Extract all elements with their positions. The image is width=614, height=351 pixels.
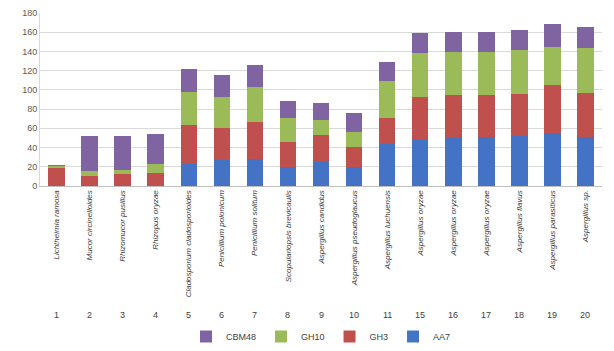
svg-text:160: 160 [22,27,37,37]
svg-text:40: 40 [27,143,37,153]
svg-text:20: 20 [580,310,590,320]
svg-text:Aspergillus candidus: Aspergillus candidus [317,190,326,264]
svg-text:5: 5 [186,310,191,320]
svg-text:Scopulariopsis brevicaulis: Scopulariopsis brevicaulis [284,190,293,282]
svg-text:Aspergillus oryzae: Aspergillus oryzae [449,190,458,257]
svg-text:Aspergillus pseudoglaucus: Aspergillus pseudoglaucus [350,190,359,286]
svg-text:19: 19 [547,310,557,320]
svg-text:80: 80 [27,104,37,114]
svg-text:Aspergillus oryzae: Aspergillus oryzae [416,190,425,257]
svg-text:100: 100 [22,85,37,95]
svg-text:Cladosporium cladosporioides: Cladosporium cladosporioides [184,190,193,297]
svg-text:Rhizopus oryzae: Rhizopus oryzae [151,190,160,250]
svg-text:6: 6 [219,310,224,320]
svg-text:7: 7 [252,310,257,320]
svg-text:Penicillium solitum: Penicillium solitum [250,190,259,256]
svg-text:1: 1 [54,310,59,320]
svg-text:2: 2 [87,310,92,320]
svg-text:60: 60 [27,123,37,133]
svg-text:180: 180 [22,8,37,18]
svg-text:3: 3 [120,310,125,320]
svg-text:Mucor circinelloides: Mucor circinelloides [85,190,94,260]
svg-text:8: 8 [285,310,290,320]
svg-text:18: 18 [514,310,524,320]
svg-text:Aspergillus parasiticus: Aspergillus parasiticus [548,190,557,271]
svg-text:10: 10 [349,310,359,320]
svg-text:AA7: AA7 [433,332,450,342]
svg-text:Aspergillus sp.: Aspergillus sp. [581,190,590,243]
svg-text:CBM48: CBM48 [226,332,256,342]
svg-text:4: 4 [153,310,158,320]
svg-text:11: 11 [383,310,392,320]
svg-text:120: 120 [22,66,37,76]
svg-text:15: 15 [415,310,425,320]
svg-text:Rhizomucor pusillus: Rhizomucor pusillus [118,190,127,262]
svg-text:9: 9 [319,310,324,320]
svg-text:16: 16 [448,310,458,320]
svg-text:Penicillium polonicum: Penicillium polonicum [217,190,226,267]
svg-text:Aspergillus flavus: Aspergillus flavus [515,190,524,253]
svg-text:0: 0 [32,181,37,191]
svg-text:17: 17 [481,310,491,320]
svg-text:Aspergillus luchuensis: Aspergillus luchuensis [383,190,392,270]
svg-text:Lichtheimia ramosa: Lichtheimia ramosa [52,190,61,260]
svg-text:140: 140 [22,47,37,57]
svg-text:GH3: GH3 [370,332,389,342]
svg-text:Aspergillus oryzae: Aspergillus oryzae [482,190,491,257]
svg-text:20: 20 [27,162,37,172]
svg-text:GH10: GH10 [301,332,325,342]
